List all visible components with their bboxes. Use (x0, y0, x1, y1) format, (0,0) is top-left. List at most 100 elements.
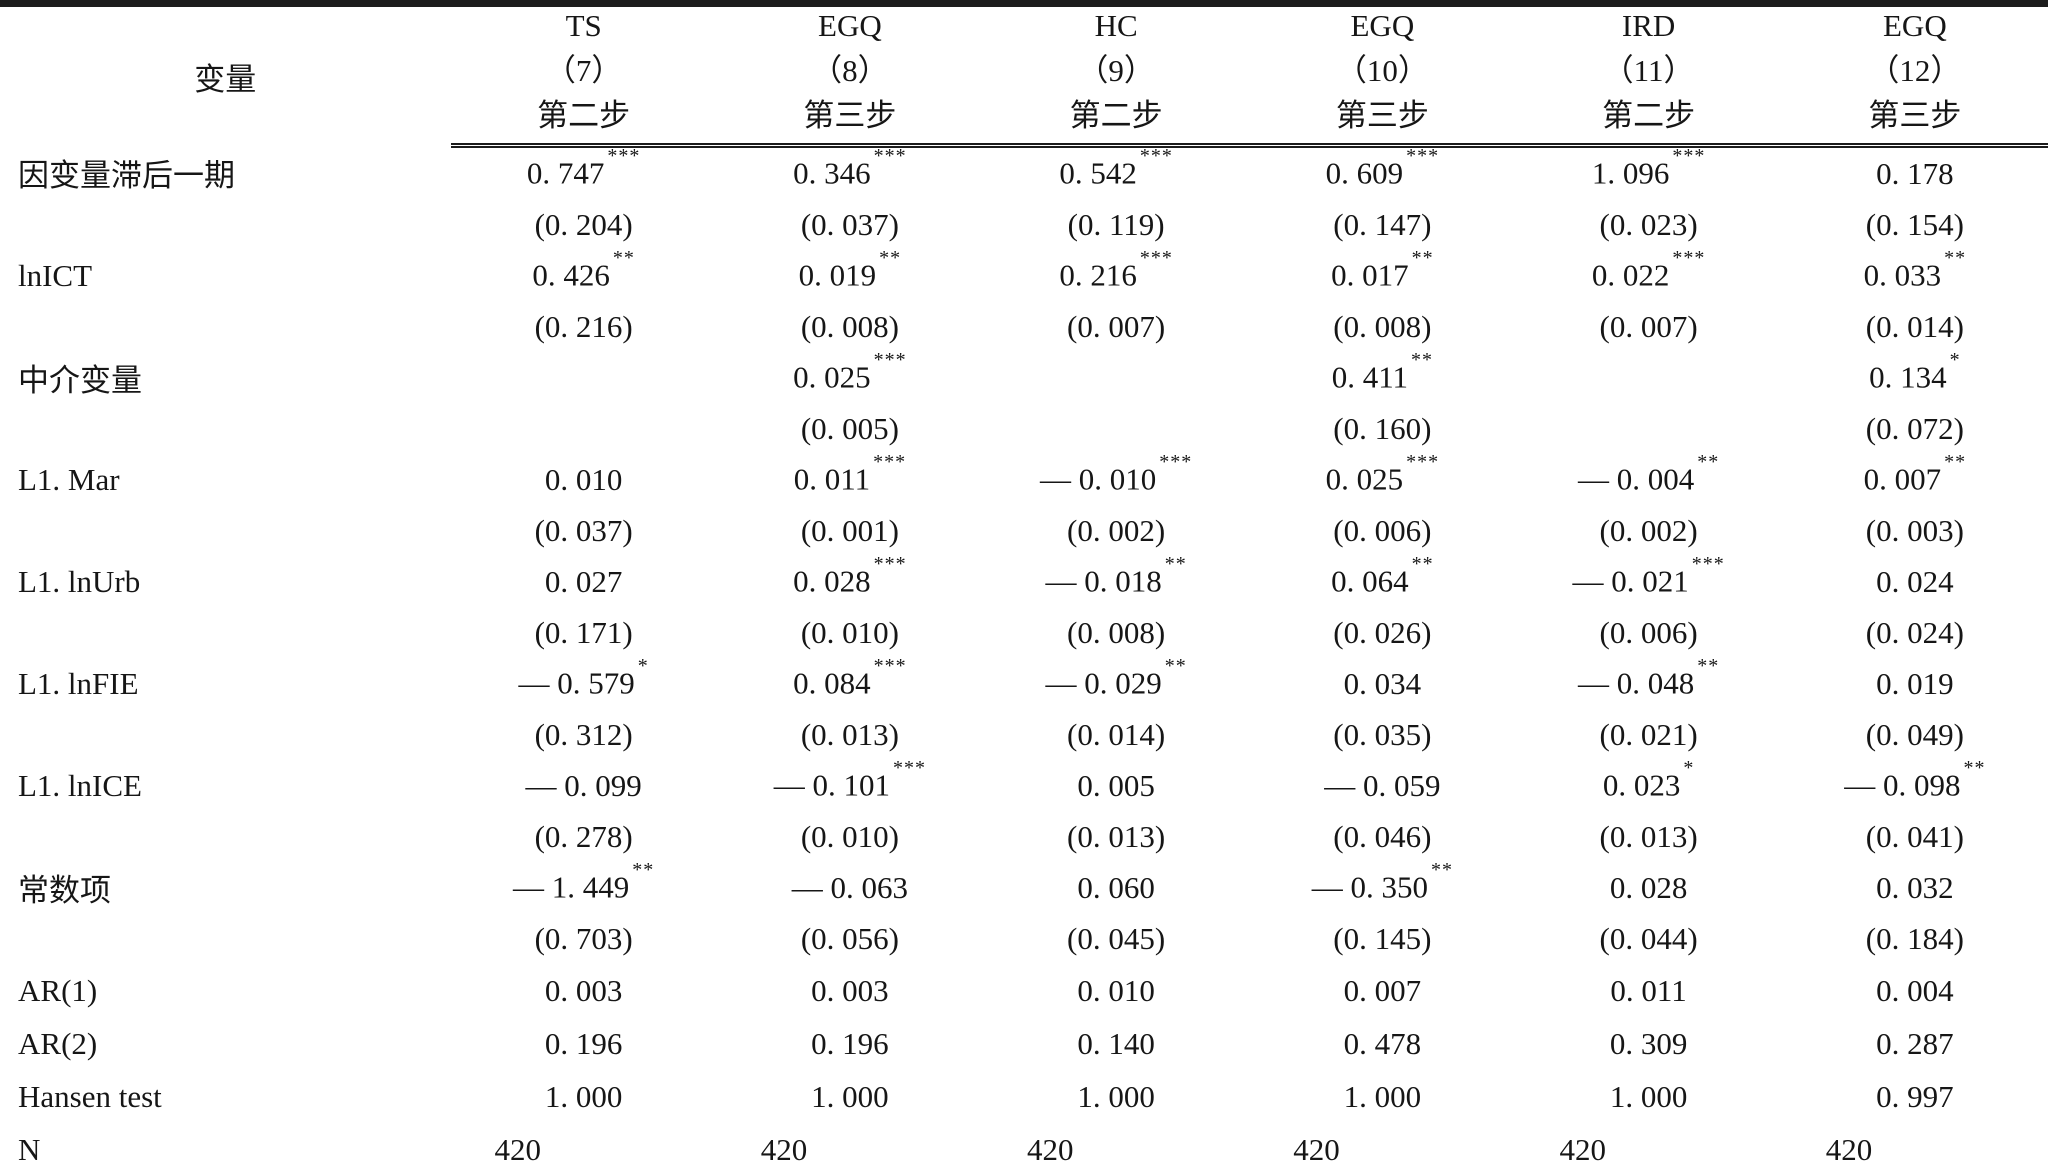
coefficient-cell: 0. 022 *** (1515, 247, 1781, 301)
row-label: L1. lnUrb (18, 563, 141, 599)
standard-error-cell: (0. 002) (1067, 512, 1166, 548)
coefficient-value: — 0. 010 (1040, 461, 1157, 497)
coefficient-cell: 0. 060 (983, 862, 1249, 913)
column-header-number: （11） (1602, 53, 1695, 88)
column-header-number: （9） (1077, 53, 1155, 88)
standard-error-cell: (0. 160) (1333, 410, 1432, 446)
table-body: 因变量滞后一期 0. 747 *** 0. 346 *** 0. 542 *** 0. 609… (0, 145, 2048, 1168)
coefficient-value: 0. 064 (1331, 563, 1409, 599)
standard-error-cell: (0. 023) (1599, 206, 1698, 242)
standard-error-cell: (0. 021) (1599, 716, 1698, 752)
step-label-row: 第二步 第三步 第二步 第三步 第二步 第三步 (0, 90, 2048, 148)
coefficient-cell: 0. 032 (1782, 862, 2048, 913)
standard-error-cell: (0. 001) (800, 512, 899, 548)
significance-stars: ** (1411, 553, 1434, 576)
coefficient-cell: 0. 033 ** (1782, 247, 2048, 301)
coefficient-cell: 0. 028 *** (717, 553, 983, 607)
significance-stars: *** (1139, 145, 1173, 168)
statistic-cell: 0. 287 (1876, 1025, 1954, 1061)
coefficient-cell: 0. 019 (1782, 658, 2048, 709)
significance-stars: *** (873, 349, 907, 372)
standard-error-cell: (0. 145) (1333, 920, 1432, 956)
statistic-row: N 420 420 420 420 420 420 (0, 1123, 2048, 1168)
coefficient-value: 0. 411 (1331, 359, 1409, 395)
standard-error-cell: (0. 035) (1333, 716, 1432, 752)
coefficient-cell: — 0. 099 (451, 760, 717, 811)
coefficient-cell: 0. 426 ** (451, 247, 717, 301)
standard-error-cell: (0. 204) (534, 206, 633, 242)
standard-error-cell: (0. 703) (534, 920, 633, 956)
standard-error-cell: (0. 171) (534, 614, 633, 650)
statistic-cell: 420 (1293, 1131, 1340, 1167)
significance-stars: ** (1411, 247, 1434, 270)
standard-error-cell: (0. 049) (1865, 716, 1964, 752)
column-header-model: HC (1094, 8, 1138, 43)
standard-error-cell: (0. 026) (1333, 614, 1432, 650)
standard-error-cell (983, 403, 1249, 454)
coefficient-cell: 0. 024 (1782, 556, 2048, 607)
coefficient-cell (451, 352, 717, 403)
coefficient-cell: 0. 017 ** (1249, 247, 1515, 301)
coefficient-value: 0. 060 (1077, 869, 1155, 905)
standard-error-cell: (0. 147) (1333, 206, 1432, 242)
coefficient-row: 中介变量 0. 025 *** 0. 411 ** 0. 134 * (0, 349, 2048, 403)
coefficient-cell: 0. 609 *** (1249, 145, 1515, 200)
coefficient-value: 0. 017 (1331, 257, 1409, 293)
statistic-cell: 0. 011 (1610, 972, 1687, 1008)
standard-error-cell: (0. 154) (1865, 206, 1964, 242)
statistic-row: AR(1) 0. 003 0. 003 0. 010 0. 007 0. 011 0. 00… (0, 964, 2048, 1017)
coefficient-value: 0. 005 (1077, 767, 1155, 803)
coefficient-cell: 0. 019 ** (717, 247, 983, 301)
row-label-empty (0, 607, 451, 658)
standard-error-row: (0. 278) (0. 010) (0. 013) (0. 046) (0. 013)… (0, 811, 2048, 862)
row-label: lnICT (18, 257, 93, 293)
coefficient-value: 0. 007 (1863, 461, 1942, 497)
row-label: AR(1) (18, 972, 98, 1008)
statistic-row: Hansen test 1. 000 1. 000 1. 000 1. 000 1. 00… (0, 1070, 2048, 1123)
row-label: 常数项 (18, 873, 111, 908)
row-label-empty (0, 301, 451, 352)
significance-stars: *** (873, 655, 907, 678)
coefficient-cell: — 0. 350 ** (1249, 859, 1515, 913)
significance-stars: *** (1406, 145, 1440, 168)
coefficient-row: 因变量滞后一期 0. 747 *** 0. 346 *** 0. 542 *** 0. 609… (0, 145, 2048, 200)
coefficient-value: 0. 024 (1876, 563, 1954, 599)
column-header-number: （10） (1335, 53, 1429, 88)
standard-error-cell: (0. 003) (1865, 512, 1964, 548)
coefficient-value: 0. 022 (1591, 257, 1670, 293)
significance-stars: *** (1672, 145, 1706, 168)
coefficient-cell: 0. 007 ** (1782, 451, 2048, 505)
coefficient-cell: — 0. 018 ** (983, 553, 1249, 607)
coefficient-row: L1. lnUrb 0. 027 0. 028 *** — 0. 018 ** 0. 064… (0, 553, 2048, 607)
coefficient-cell: 0. 010 (451, 454, 717, 505)
standard-error-row: (0. 216) (0. 008) (0. 007) (0. 008) (0. 007)… (0, 301, 2048, 352)
statistic-cell: 1. 000 (1077, 1078, 1155, 1114)
column-header-step: 第三步 (716, 90, 984, 148)
coefficient-value: 0. 033 (1863, 257, 1942, 293)
standard-error-cell: (0. 007) (1599, 308, 1698, 344)
standard-error-cell: (0. 056) (800, 920, 899, 956)
coefficient-value: 0. 019 (798, 257, 877, 293)
significance-stars: *** (873, 553, 907, 576)
row-label: Hansen test (18, 1078, 162, 1114)
standard-error-cell: (0. 002) (1599, 512, 1698, 548)
column-header-model: TS (565, 8, 602, 43)
significance-stars: ** (1944, 247, 1967, 270)
standard-error-cell: (0. 010) (800, 818, 899, 854)
standard-error-cell: (0. 013) (1067, 818, 1166, 854)
coefficient-cell: — 0. 579 * (451, 655, 717, 709)
coefficient-value: — 0. 099 (525, 767, 642, 803)
coefficient-cell: — 0. 098 ** (1782, 757, 2048, 811)
column-header-number: （8） (811, 53, 889, 88)
statistic-cell: 420 (1825, 1131, 1873, 1167)
standard-error-cell: (0. 024) (1865, 614, 1964, 650)
coefficient-value: — 0. 029 (1045, 665, 1162, 701)
coefficient-cell: — 0. 010 *** (983, 451, 1249, 505)
statistic-cell: 0. 997 (1876, 1078, 1954, 1114)
coefficient-value: 0. 216 (1059, 257, 1137, 293)
column-header-model: EGQ (1350, 8, 1415, 43)
coefficient-cell: 1. 096 *** (1515, 145, 1781, 200)
coefficient-cell: 0. 027 (451, 556, 717, 607)
statistic-cell: 420 (494, 1131, 542, 1167)
significance-stars: ** (632, 859, 655, 882)
